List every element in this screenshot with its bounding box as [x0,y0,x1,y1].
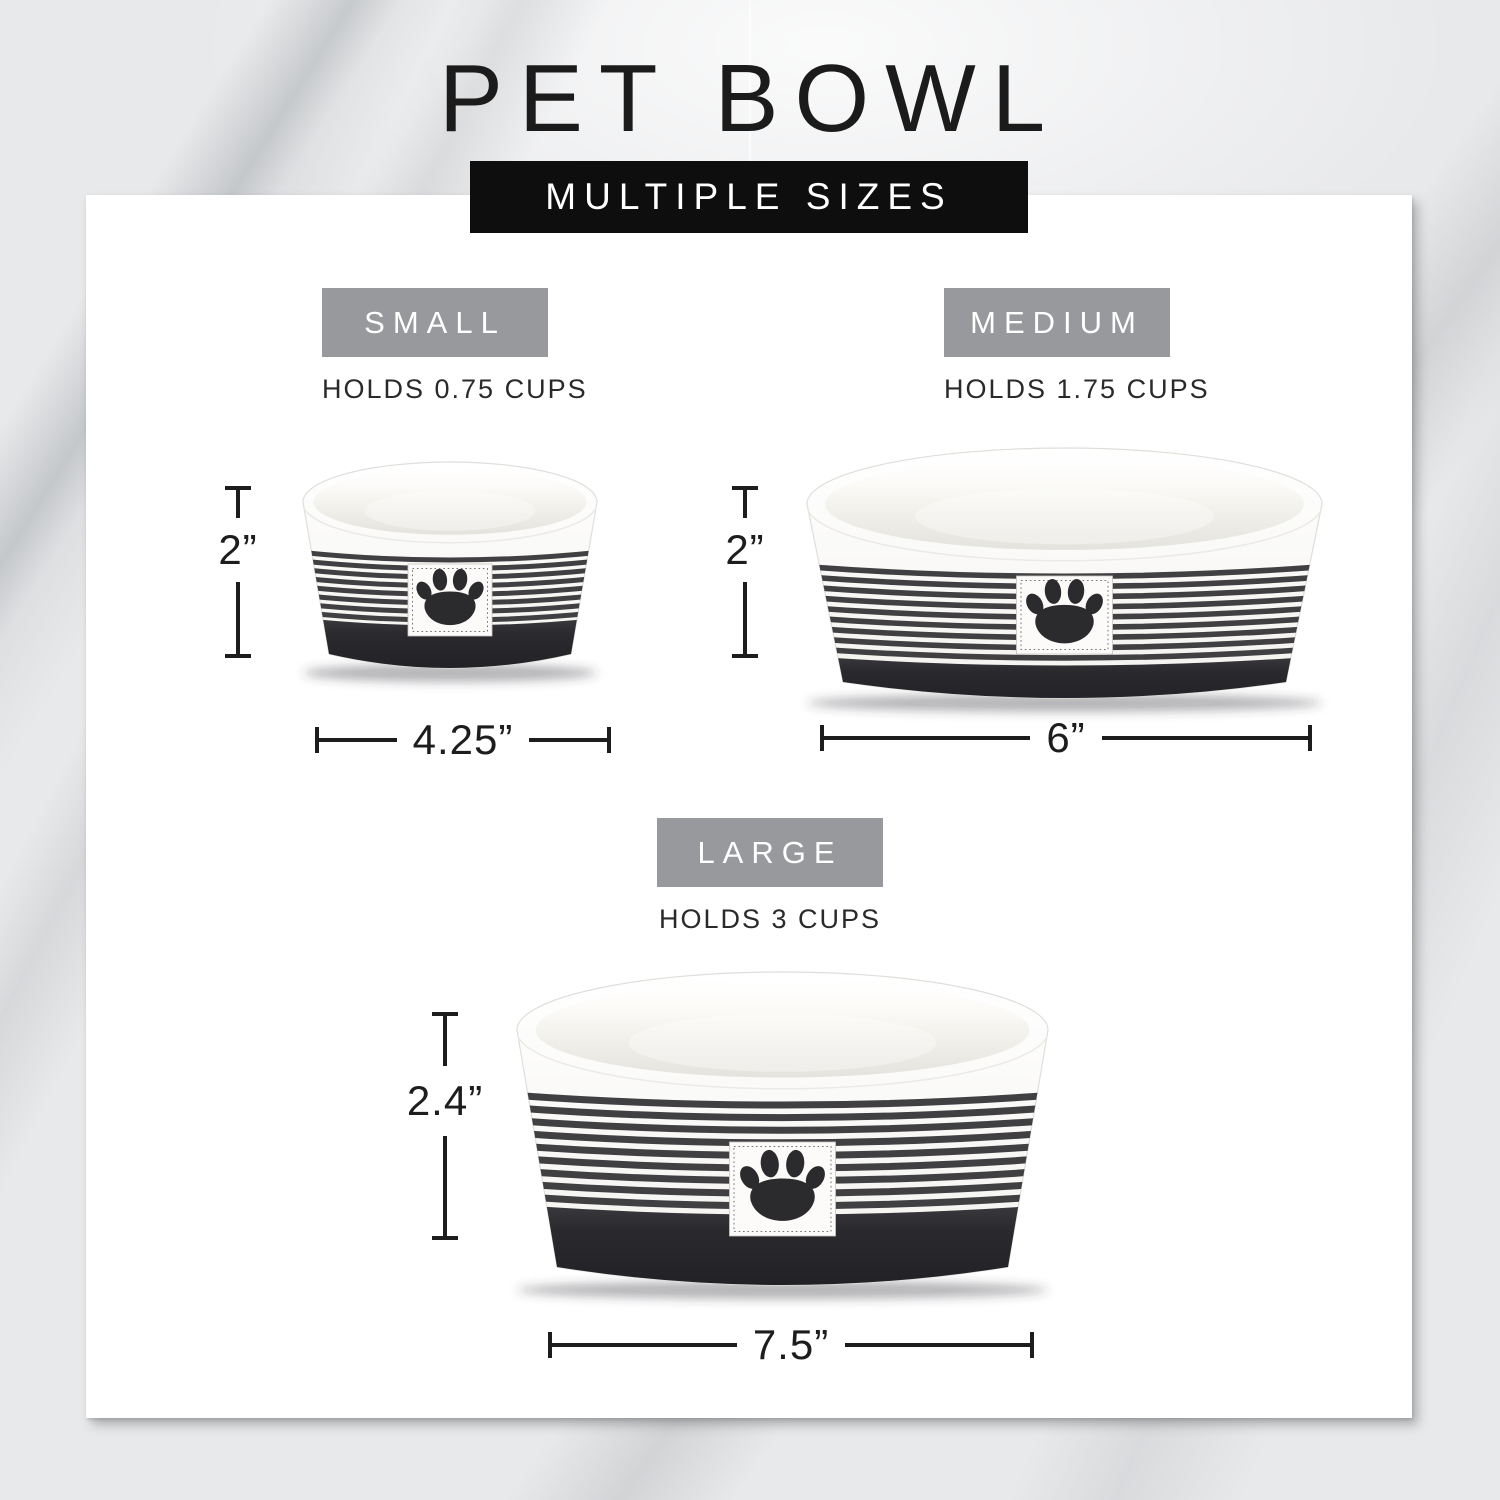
dimension-cap [432,1236,458,1240]
width-value-small: 4.25” [412,716,514,763]
stripe [303,558,597,572]
dimension-line [443,1016,447,1066]
bowl-base-band [807,656,1322,698]
stripe [517,1129,1048,1147]
stripe [303,610,597,623]
size-section-small: SMALL HOLDS 0.75 CUPS [322,288,588,405]
subtitle-banner-label: MULTIPLE SIZES [545,176,953,217]
subtitle-banner: MULTIPLE SIZES [470,161,1028,233]
stripe [303,593,597,606]
stripe [517,1092,1048,1109]
stripe [517,1167,1048,1185]
dimension-line [743,490,747,518]
height-dimension-medium: 2” [725,486,765,658]
capacity-label-small: HOLDS 0.75 CUPS [322,374,588,404]
dimension-cap [820,725,824,751]
width-dimension-small: 4.25” [315,706,612,774]
height-dimension-small: 2” [218,486,258,658]
size-section-large: LARGE HOLDS 3 CUPS [657,818,883,935]
stripe [303,550,597,563]
paw-print-icon [1026,579,1103,644]
marble-seam [749,0,751,196]
dimension-line [845,1343,1030,1347]
capacity-label-medium: HOLDS 1.75 CUPS [944,374,1210,404]
dimension-line [443,1136,447,1236]
stripe [517,1155,1048,1172]
stripe [303,584,597,597]
stripe [517,1142,1048,1159]
bowl-wall-decor [303,502,597,668]
dimension-line [319,738,397,742]
stripe [807,564,1322,580]
stripe [517,1180,1048,1197]
stripe [807,645,1322,661]
page-title: PET BOWL [438,45,1062,152]
width-value-medium: 6” [1046,714,1086,761]
stripe [303,575,597,589]
capacity-label-large: HOLDS 3 CUPS [658,904,882,934]
dimension-cap [1308,725,1313,751]
dimension-cap [732,486,758,490]
stripe [807,594,1322,610]
stripe [807,615,1322,631]
dimension-cap [1030,1332,1034,1358]
bowl-interior [535,982,1030,1078]
stripe [807,625,1322,641]
stripe [517,1117,1048,1134]
bowl-image-medium [806,447,1323,712]
dimension-cap [315,727,319,753]
bowl-shadow [517,1281,1048,1299]
bowl-shadow [303,664,597,682]
stripe [303,601,597,615]
bowl-interior [313,469,587,535]
paw-patch [1016,575,1113,655]
width-dimension-large: 7.5” [548,1311,1034,1379]
dimension-cap [432,1012,458,1016]
dimension-line [529,738,608,742]
paw-patch [729,1141,836,1237]
dimension-cap [548,1332,552,1358]
height-value-large: 2.4” [406,1077,484,1124]
bowl-base-band [303,618,597,668]
bowl-shadow [807,694,1322,712]
stripe [303,567,597,580]
size-badge-small: SMALL [322,288,548,357]
bowl-interior [825,458,1304,550]
dimension-cap [225,486,251,490]
stripe [807,604,1322,620]
dimension-cap [225,654,251,658]
dimension-line [236,582,240,654]
height-value-medium: 2” [725,526,765,573]
dimension-line [743,582,747,654]
size-section-medium: MEDIUM HOLDS 1.75 CUPS [944,288,1210,405]
bowl-wall-decor [807,504,1322,698]
height-value-small: 2” [218,526,258,573]
size-badge-medium: MEDIUM [944,288,1170,357]
stripe [807,584,1322,600]
dimension-line [824,736,1031,740]
paw-print-icon [416,568,484,626]
dimension-cap [732,654,758,658]
bowl-image-small [302,461,598,682]
dimension-line [1101,736,1309,740]
bowl-image-large [516,971,1049,1299]
paw-print-icon [740,1149,825,1221]
stripe [807,574,1322,590]
dimension-line [552,1343,737,1347]
dimension-line [236,490,240,518]
width-dimension-medium: 6” [820,704,1313,772]
width-value-large: 7.5” [752,1321,830,1368]
size-badge-large: LARGE [657,818,883,887]
stripe [517,1104,1048,1122]
stripe [807,635,1322,651]
height-dimension-large: 2.4” [407,1012,482,1240]
dimension-cap [607,727,612,753]
stripe [517,1192,1048,1210]
paw-patch [407,563,493,637]
